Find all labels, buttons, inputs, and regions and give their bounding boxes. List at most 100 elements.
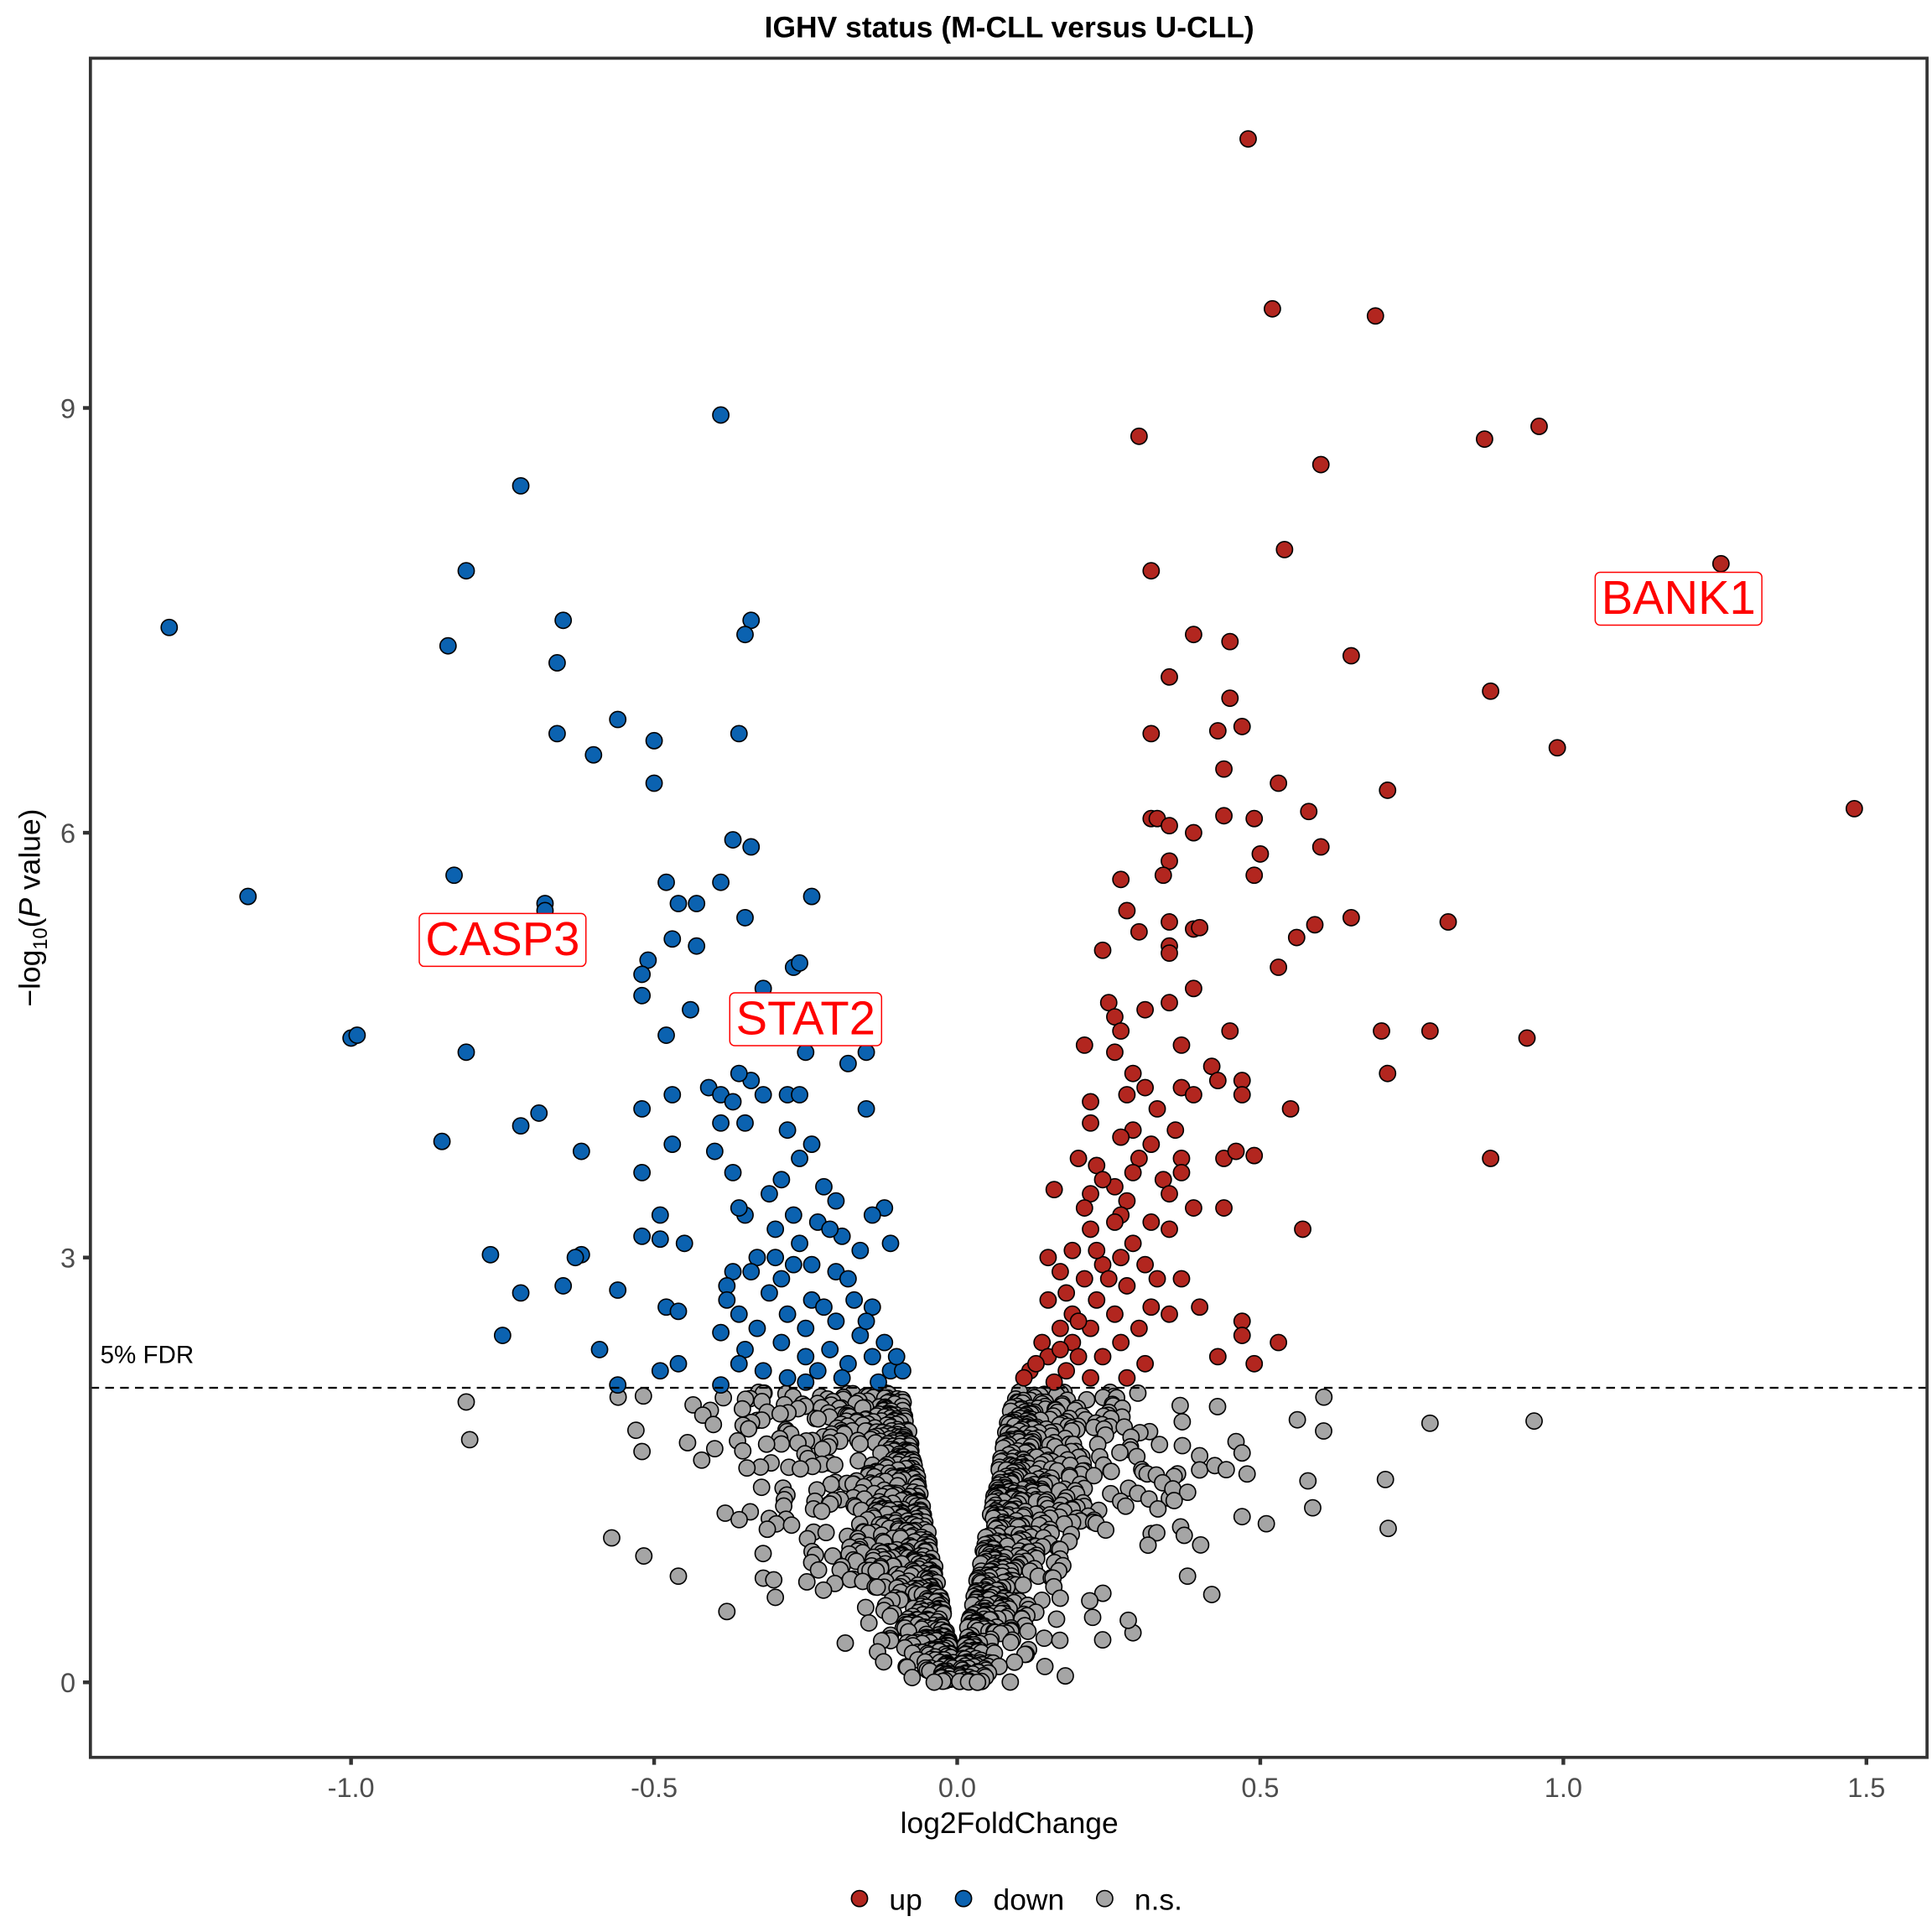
point-ns [809,1561,828,1579]
point-down [590,1341,609,1358]
x-tick-label: 1.0 [1545,1773,1582,1803]
point-up [1366,307,1384,325]
point-down [651,1362,669,1380]
point-ns [1051,1589,1069,1607]
point-up [1233,1327,1251,1344]
point-down [239,887,257,906]
point-down [754,1086,772,1104]
point-down [651,1206,669,1224]
point-down [712,1114,730,1132]
point-down [761,1284,778,1302]
point-down [827,1192,845,1210]
point-up [1082,1368,1099,1387]
point-up [1075,1270,1093,1288]
point-up [1075,1199,1093,1217]
point-ns [868,1578,886,1597]
point-ns [1081,1592,1098,1610]
point-down [554,1277,573,1295]
point-ns [1036,1657,1054,1675]
point-up [1166,1121,1185,1140]
point-down [688,937,706,955]
point-down [433,1132,451,1150]
point-down [742,1263,761,1280]
point-up [1093,1171,1112,1189]
point-down [566,1249,584,1267]
legend-key-ns [1096,1889,1114,1908]
point-ns [925,1673,943,1691]
point-ns [1178,1567,1197,1586]
point-up [1373,1022,1390,1040]
point-up [1845,799,1863,818]
point-ns [1035,1629,1053,1648]
point-up [1281,1099,1300,1118]
legend: up down n.s. [850,1883,1182,1916]
point-down [839,1270,857,1288]
point-ns [765,1571,783,1589]
point-up [1063,1241,1082,1259]
point-down [657,873,675,891]
point-up [1136,1255,1155,1274]
point-down [609,1281,627,1299]
point-up [1548,739,1566,757]
point-up [1221,689,1239,708]
point-up [1294,1220,1311,1239]
point-ns [809,1410,828,1428]
point-up [1275,540,1294,558]
point-down [736,626,754,644]
point-down [730,1064,748,1083]
y-axis-title: −log10(P value) [13,809,52,1007]
point-down [633,1163,652,1182]
point-up [1439,913,1457,931]
point-up [1148,1099,1166,1118]
point-down [797,1373,815,1391]
point-down [797,1043,815,1062]
point-down [160,618,179,636]
point-down [675,1234,693,1253]
point-ns [851,1435,870,1453]
point-up [1136,1000,1155,1019]
point-ns [1299,1472,1317,1490]
point-ns [1102,1462,1120,1481]
point-down [730,1305,748,1323]
x-tick-label: -0.5 [631,1773,678,1803]
point-down [645,774,663,792]
point-down [802,1135,821,1153]
point-up [1518,1029,1536,1047]
point-down [766,1249,785,1267]
point-up [1221,632,1239,651]
point-up [1082,1093,1099,1111]
point-up [1161,817,1178,835]
point-up [1142,1135,1161,1153]
point-ns [457,1393,475,1411]
point-up [1124,1234,1142,1253]
legend-key-up [850,1889,869,1908]
point-down [512,476,530,495]
point-up [1475,430,1493,449]
point-ns [705,1440,724,1458]
point-ns [1097,1521,1115,1540]
point-ns [730,1510,748,1529]
point-up [1270,958,1288,976]
point-ns [1057,1667,1074,1685]
legend-label: n.s. [1135,1883,1182,1916]
point-ns [633,1442,652,1461]
point-ns [1525,1412,1543,1431]
point-ns [738,1459,756,1478]
point-up [1057,1362,1076,1380]
point-up [1185,979,1202,998]
point-up [1015,1368,1033,1387]
point-up [1185,1086,1202,1104]
point-down [633,986,652,1005]
point-ns [1148,1524,1166,1542]
point-down [791,954,808,972]
point-down [730,1354,748,1373]
point-ns [797,1573,816,1591]
point-down [493,1327,512,1344]
point-up [1130,1319,1148,1337]
point-ns [716,1504,735,1522]
point-up [1051,1263,1069,1280]
point-up [1106,1305,1124,1323]
point-ns [1175,1526,1193,1545]
point-up [1142,1298,1161,1317]
